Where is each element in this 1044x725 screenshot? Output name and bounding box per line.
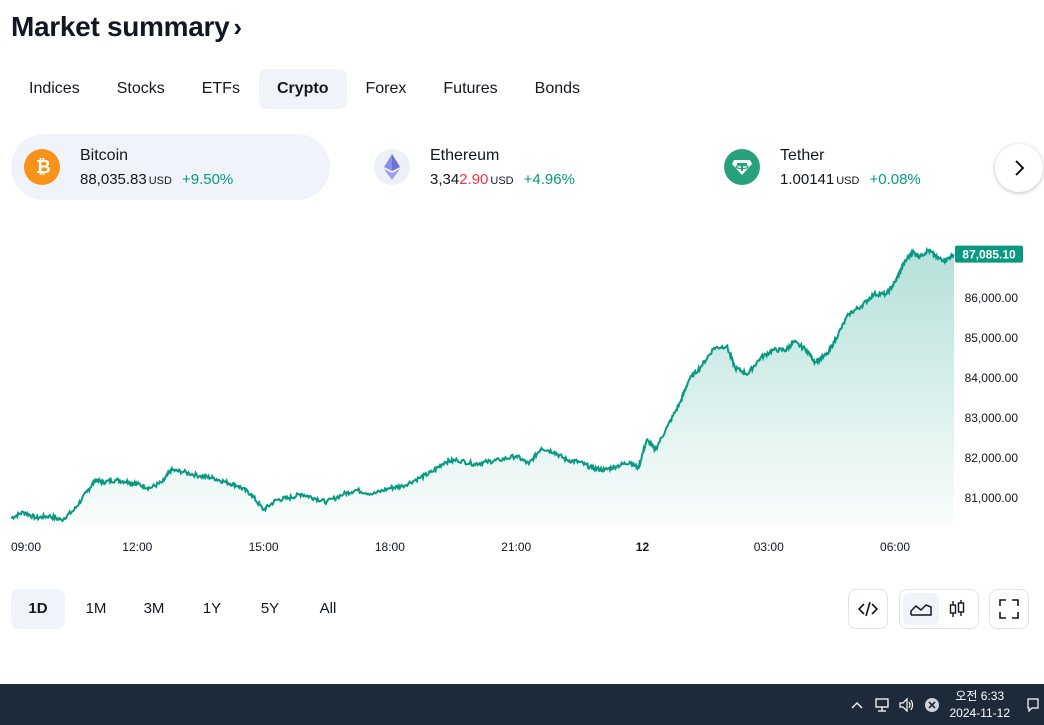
fullscreen-button[interactable]: [989, 589, 1029, 629]
clock-time: 오전 6:33: [955, 688, 1005, 703]
svg-text:₿: ₿: [36, 157, 51, 178]
chevron-up-icon[interactable]: [846, 694, 868, 716]
ticker-strip: ₿ Bitcoin 88,035.83 USD +9.50% Ethereum 3,…: [11, 134, 1044, 200]
next-tickers-button[interactable]: [995, 144, 1043, 192]
x-tick-label: 12:00: [122, 540, 152, 554]
last-price-label: 87,085.10: [955, 245, 1023, 263]
area-chart-icon: [910, 604, 932, 616]
tether-icon: [724, 149, 760, 185]
ticker-tether[interactable]: Tether 1.00141 USD +0.08%: [711, 134, 1030, 200]
volume-icon[interactable]: [896, 694, 918, 716]
range-1y[interactable]: 1Y: [202, 600, 222, 617]
y-tick-label: 85,000.00: [965, 331, 1019, 345]
tab-indices[interactable]: Indices: [29, 80, 80, 97]
range-all[interactable]: All: [319, 600, 337, 617]
y-tick-label: 83,000.00: [965, 411, 1019, 425]
fullscreen-icon: [999, 599, 1019, 619]
price-line: [10, 246, 955, 523]
ticker-bitcoin[interactable]: ₿ Bitcoin 88,035.83 USD +9.50%: [11, 134, 330, 200]
tab-bonds[interactable]: Bonds: [534, 80, 581, 97]
chevron-right-icon: ›: [233, 12, 242, 42]
code-icon: [858, 601, 878, 617]
windows-taskbar: 오전 6:33 2024-11-12: [0, 684, 1044, 725]
ticker-price-changed-digits: 2.90: [459, 170, 489, 188]
ticker-name: Ethereum: [430, 146, 500, 164]
x-tick-label: 06:00: [880, 540, 910, 554]
close-circle-icon[interactable]: [921, 694, 943, 716]
price-area-fill: [11, 249, 954, 525]
system-tray: 오전 6:33 2024-11-12: [846, 684, 1044, 725]
range-1m[interactable]: 1M: [85, 600, 107, 617]
ticker-name: Bitcoin: [80, 146, 129, 164]
y-tick-label: 82,000.00: [965, 451, 1019, 465]
notification-icon[interactable]: [1022, 694, 1044, 716]
title-text: Market summary: [11, 10, 230, 42]
y-tick-label: 81,000.00: [965, 491, 1019, 505]
tab-futures[interactable]: Futures: [443, 80, 498, 97]
y-tick-label: 84,000.00: [965, 371, 1019, 385]
ethereum-icon: [374, 149, 410, 185]
ticker-currency: USD: [836, 174, 860, 187]
ticker-change: +0.08%: [869, 170, 921, 188]
price-chart[interactable]: 86,000.00 85,000.00 84,000.00 83,000.00 82,0…: [0, 215, 1044, 560]
bitcoin-icon: ₿: [24, 149, 60, 185]
last-price-badge: [955, 245, 1023, 263]
tab-forex[interactable]: Forex: [365, 80, 407, 97]
tab-stocks[interactable]: Stocks: [116, 80, 165, 97]
ticker-price-prefix: 3,34: [430, 170, 460, 188]
ticker-name: Tether: [780, 146, 825, 164]
market-tabs: Indices Stocks ETFs Crypto Forex Futures…: [11, 69, 599, 109]
range-1d[interactable]: 1D: [11, 589, 65, 629]
ticker-price: 88,035.83: [80, 170, 147, 188]
x-tick-label: 21:00: [501, 540, 531, 554]
tab-crypto[interactable]: Crypto: [258, 69, 347, 109]
chevron-right-icon: [1015, 160, 1025, 176]
ticker-change: +9.50%: [181, 170, 234, 188]
tab-etfs[interactable]: ETFs: [201, 80, 240, 97]
ticker-change: +4.96%: [523, 170, 575, 188]
ticker-currency: USD: [490, 174, 514, 187]
taskbar-clock[interactable]: 오전 6:33 2024-11-12: [950, 688, 1011, 722]
y-tick-label: 86,000.00: [965, 291, 1019, 305]
embed-button[interactable]: [848, 589, 888, 629]
x-axis: 09:00 12:00 15:00 18:00 21:00 12 03:00 06:00: [11, 540, 910, 554]
candles-chart-button[interactable]: [939, 593, 975, 625]
range-selector: 1D 1M 3M 1Y 5Y All: [11, 589, 359, 629]
x-tick-label: 03:00: [754, 540, 784, 554]
area-chart-button[interactable]: [903, 593, 939, 625]
chart-type-toggle: [899, 589, 979, 629]
candlestick-icon: [949, 600, 965, 617]
last-price-text: 87,085.10: [962, 248, 1016, 262]
ticker-price: 1.00141: [780, 170, 835, 188]
ticker-currency: USD: [148, 174, 172, 187]
network-icon[interactable]: [871, 694, 893, 716]
y-axis: 86,000.00 85,000.00 84,000.00 83,000.00 82,0…: [965, 291, 1019, 505]
x-tick-label: 18:00: [375, 540, 405, 554]
x-tick-label: 15:00: [249, 540, 279, 554]
range-3m[interactable]: 3M: [143, 600, 165, 617]
range-5y[interactable]: 5Y: [260, 600, 280, 617]
clock-date: 2024-11-12: [949, 705, 1011, 720]
ticker-ethereum[interactable]: Ethereum 3,342.90 USD +4.96%: [361, 134, 680, 200]
x-tick-label: 09:00: [11, 540, 41, 554]
x-tick-label: 12: [636, 540, 650, 554]
page-title[interactable]: Market summary ›: [11, 10, 242, 43]
